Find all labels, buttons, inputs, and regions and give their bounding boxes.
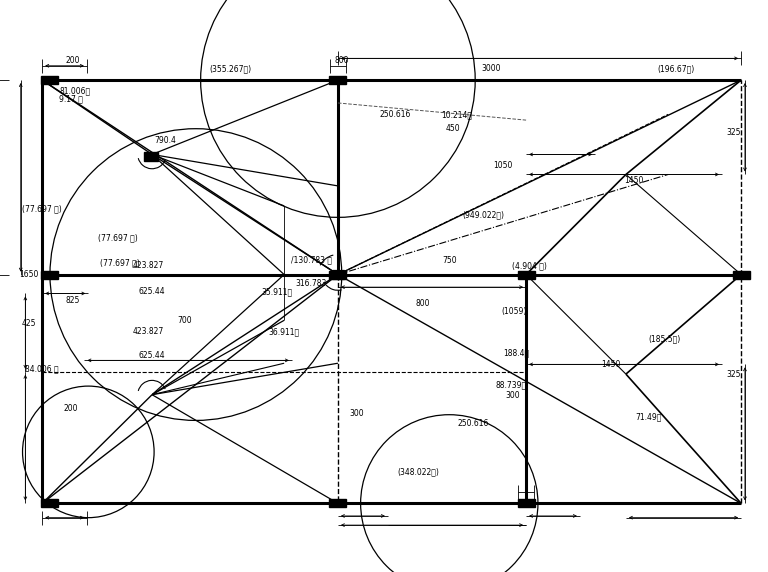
Text: 200: 200 (64, 404, 78, 414)
Text: 800: 800 (335, 55, 349, 65)
Text: 625.44: 625.44 (139, 287, 165, 296)
Text: 790.4: 790.4 (154, 136, 176, 145)
Text: 250.616: 250.616 (458, 419, 488, 428)
Text: 423.827: 423.827 (133, 261, 164, 271)
Text: (355.267度): (355.267度) (210, 64, 251, 73)
Text: (77.697 度): (77.697 度) (22, 204, 61, 213)
Text: 200: 200 (66, 55, 80, 65)
Text: 250.616: 250.616 (380, 110, 411, 119)
Text: 10.214度: 10.214度 (442, 110, 472, 119)
Bar (733, 271, 750, 279)
Bar (332, 270, 343, 279)
Text: 800: 800 (415, 299, 429, 308)
Bar (41, 499, 58, 507)
Text: 425: 425 (22, 319, 36, 328)
Text: 825: 825 (65, 296, 79, 305)
Text: 325: 325 (727, 128, 740, 137)
Text: (77.697 度): (77.697 度) (98, 233, 138, 242)
Text: 316.783: 316.783 (296, 279, 326, 288)
Bar (518, 499, 535, 507)
Text: 84.006 度: 84.006 度 (25, 364, 59, 374)
Text: 35.911度: 35.911度 (261, 287, 292, 296)
Text: 750: 750 (442, 256, 457, 265)
Text: (4.904 度): (4.904 度) (512, 261, 548, 271)
Text: 9.17 度: 9.17 度 (59, 94, 83, 103)
Text: 450: 450 (445, 124, 461, 133)
Bar (329, 271, 346, 279)
Text: 71.49度: 71.49度 (636, 412, 662, 421)
Bar (41, 271, 58, 279)
Text: 625.44: 625.44 (139, 351, 165, 360)
Text: 1050: 1050 (493, 161, 513, 170)
Text: 36.911度: 36.911度 (269, 327, 300, 336)
Text: (949.022度): (949.022度) (463, 210, 505, 219)
Text: 88.739度: 88.739度 (496, 380, 527, 389)
Text: (77.697 度): (77.697 度) (100, 259, 140, 268)
Text: 1450: 1450 (624, 176, 644, 185)
Text: 3000: 3000 (482, 64, 502, 73)
Text: 188.4度: 188.4度 (503, 348, 529, 358)
Bar (329, 76, 346, 84)
Bar (144, 152, 158, 161)
Text: 4|7: 4|7 (46, 78, 58, 88)
Bar (518, 271, 535, 279)
Bar (329, 499, 346, 507)
Text: (1059): (1059) (502, 307, 528, 316)
Text: /130.783 度: /130.783 度 (290, 256, 332, 265)
Text: 1450: 1450 (601, 360, 621, 369)
Text: (196.67度): (196.67度) (657, 64, 694, 73)
Text: 81.006度: 81.006度 (59, 86, 91, 95)
Text: 1650: 1650 (19, 270, 38, 279)
Text: 300: 300 (505, 391, 521, 400)
Text: 325: 325 (727, 370, 740, 379)
Text: (185.5度): (185.5度) (648, 334, 680, 343)
Text: 423.827: 423.827 (133, 327, 164, 336)
Text: 300: 300 (349, 409, 365, 418)
Text: 700: 700 (177, 316, 192, 325)
Bar (41, 76, 58, 84)
Text: (348.022度): (348.022度) (398, 467, 439, 476)
